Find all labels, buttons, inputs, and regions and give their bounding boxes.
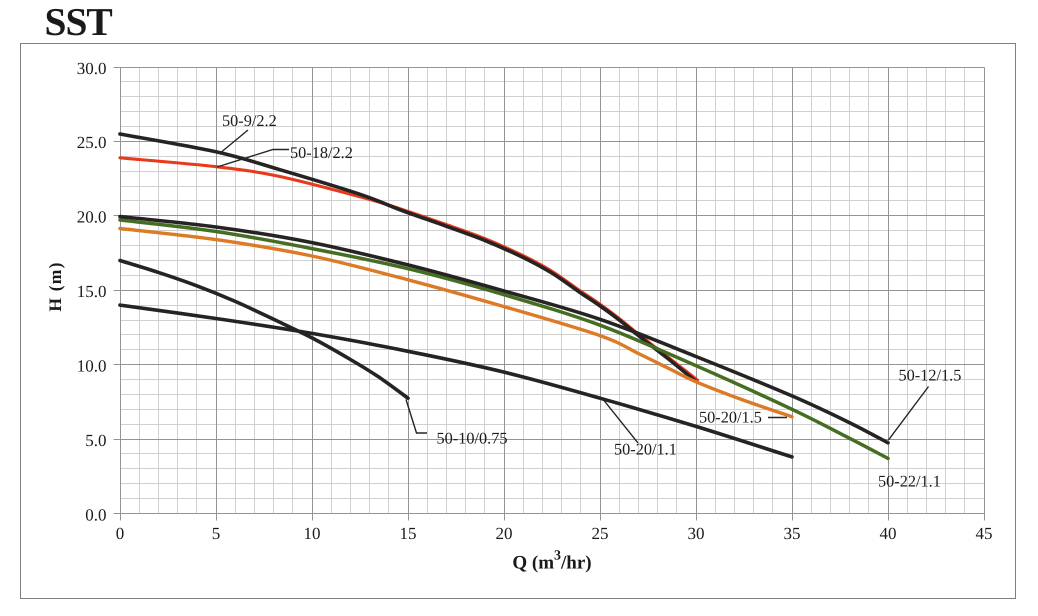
svg-text:50-18/2.2: 50-18/2.2: [290, 143, 353, 162]
svg-text:50-22/1.1: 50-22/1.1: [878, 472, 941, 491]
svg-text:40: 40: [880, 524, 897, 543]
svg-text:50-9/2.2: 50-9/2.2: [222, 111, 277, 130]
svg-text:10: 10: [304, 524, 321, 543]
svg-text:20: 20: [496, 524, 513, 543]
svg-text:30.0: 30.0: [77, 59, 107, 78]
svg-text:50-20/1.1: 50-20/1.1: [614, 440, 677, 459]
svg-text:15: 15: [400, 524, 417, 543]
svg-text:25: 25: [592, 524, 609, 543]
svg-text:0.0: 0.0: [85, 505, 106, 524]
svg-text:15.0: 15.0: [77, 282, 107, 301]
svg-text:35: 35: [784, 524, 801, 543]
svg-text:10.0: 10.0: [77, 356, 107, 375]
svg-text:0: 0: [116, 524, 125, 543]
svg-text:50-10/0.75: 50-10/0.75: [437, 429, 508, 448]
svg-text:H (m): H (m): [45, 261, 65, 311]
svg-text:45: 45: [976, 524, 993, 543]
svg-text:25.0: 25.0: [77, 133, 107, 152]
svg-text:50-20/1.5: 50-20/1.5: [699, 408, 762, 427]
svg-text:5.0: 5.0: [85, 431, 106, 450]
svg-text:Q (m3/hr): Q (m3/hr): [512, 549, 591, 574]
svg-text:30: 30: [688, 524, 705, 543]
svg-text:20.0: 20.0: [77, 208, 107, 227]
svg-text:SST: SST: [45, 0, 113, 44]
svg-text:5: 5: [212, 524, 221, 543]
svg-text:50-12/1.5: 50-12/1.5: [899, 366, 962, 385]
